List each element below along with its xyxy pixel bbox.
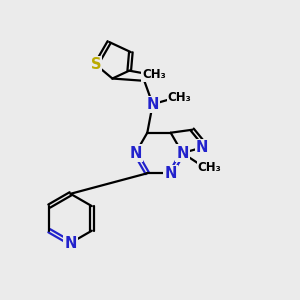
Text: N: N [176,146,189,160]
Text: CH₃: CH₃ [197,161,221,174]
Text: N: N [64,236,77,250]
Text: S: S [91,57,101,72]
Text: N: N [196,140,208,155]
Text: N: N [164,166,177,181]
Text: N: N [129,146,142,160]
Text: CH₃: CH₃ [168,91,192,103]
Text: N: N [146,97,159,112]
Text: CH₃: CH₃ [142,68,166,81]
